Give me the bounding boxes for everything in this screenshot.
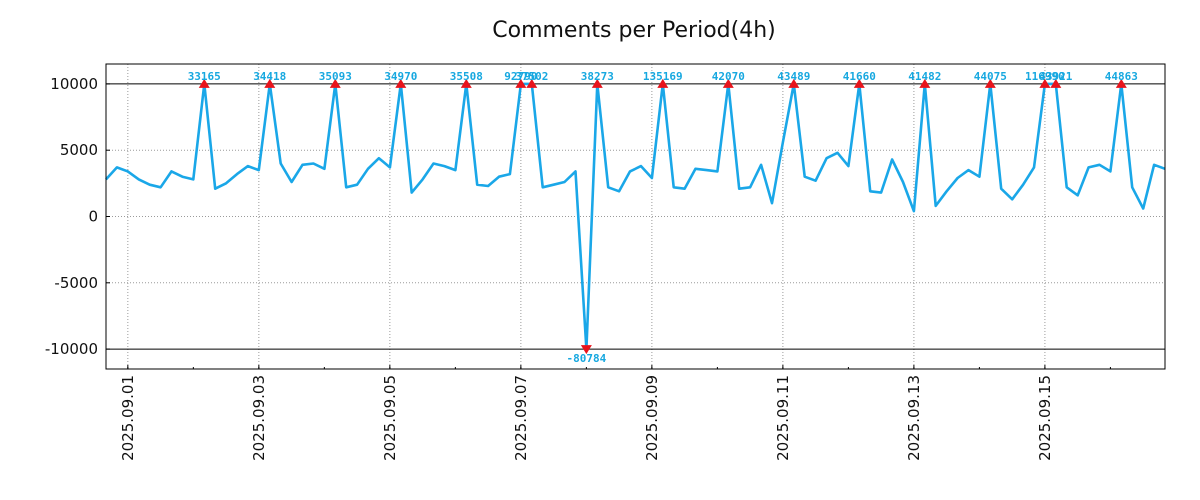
peak-value-label: 41482 bbox=[908, 70, 941, 83]
peak-marker bbox=[984, 78, 996, 88]
chart-title: Comments per Period(4h) bbox=[492, 18, 776, 43]
peak-marker bbox=[395, 78, 407, 88]
peak-marker bbox=[526, 78, 538, 88]
x-tick-label: 2025.09.01 bbox=[119, 375, 137, 461]
series-line-comments bbox=[105, 82, 1166, 351]
peak-marker bbox=[853, 78, 865, 88]
peak-value-label: 43489 bbox=[777, 70, 810, 83]
peak-value-label: 35508 bbox=[450, 70, 483, 83]
peak-value-label: 44075 bbox=[974, 70, 1007, 83]
series-layer bbox=[105, 82, 1166, 351]
peak-marker bbox=[460, 78, 472, 88]
peak-value-label: 42070 bbox=[712, 70, 745, 83]
x-tick-label: 2025.09.13 bbox=[905, 375, 923, 461]
y-tick-label: -5000 bbox=[54, 274, 98, 292]
peak-marker bbox=[722, 78, 734, 88]
x-tick-label: 2025.09.15 bbox=[1036, 375, 1054, 461]
peak-marker bbox=[657, 78, 669, 88]
peak-value-label: 38273 bbox=[581, 70, 614, 83]
peak-value-label: 44863 bbox=[1105, 70, 1138, 83]
x-tick-label: 2025.09.07 bbox=[512, 375, 530, 461]
peak-value-label: 34418 bbox=[253, 70, 286, 83]
peak-marker bbox=[329, 78, 341, 88]
peak-value-label: 92790 bbox=[504, 70, 537, 83]
x-tick-label: 2025.09.11 bbox=[774, 375, 792, 461]
peak-value-label: -80784 bbox=[566, 352, 606, 365]
x-tick-label: 2025.09.03 bbox=[250, 375, 268, 461]
peak-value-label: 116990 bbox=[1025, 70, 1065, 83]
peak-marker bbox=[591, 78, 603, 88]
peak-value-label: 37502 bbox=[515, 70, 548, 83]
y-axis-ticks: 10000 5000 0 -5000 -10000 bbox=[45, 75, 110, 358]
y-tick-label: 0 bbox=[88, 208, 98, 226]
peak-value-label: 35093 bbox=[319, 70, 352, 83]
x-tick-label: 2025.09.09 bbox=[643, 375, 661, 461]
peak-value-label: 135169 bbox=[643, 70, 683, 83]
y-tick-label: -10000 bbox=[45, 340, 98, 358]
peak-marker bbox=[1039, 78, 1051, 88]
peak-value-label: 33165 bbox=[188, 70, 221, 83]
y-tick-label: 10000 bbox=[50, 75, 98, 93]
x-tick-label: 2025.09.05 bbox=[381, 375, 399, 461]
x-axis-ticks: 2025.09.01 2025.09.03 2025.09.05 2025.09.07… bbox=[119, 365, 1111, 461]
peak-marker bbox=[919, 78, 931, 88]
peak-marker bbox=[515, 78, 527, 88]
y-tick-label: 5000 bbox=[60, 141, 98, 159]
peak-marker bbox=[264, 78, 276, 88]
peak-marker bbox=[198, 78, 210, 88]
peak-marker bbox=[580, 345, 592, 355]
peak-markers bbox=[198, 78, 1127, 355]
peak-value-label: 43921 bbox=[1039, 70, 1072, 83]
peak-value-label: 34970 bbox=[384, 70, 417, 83]
peak-marker bbox=[1115, 78, 1127, 88]
grid bbox=[106, 64, 1165, 369]
peak-marker bbox=[788, 78, 800, 88]
peak-marker bbox=[1050, 78, 1062, 88]
peak-value-label: 41660 bbox=[843, 70, 876, 83]
